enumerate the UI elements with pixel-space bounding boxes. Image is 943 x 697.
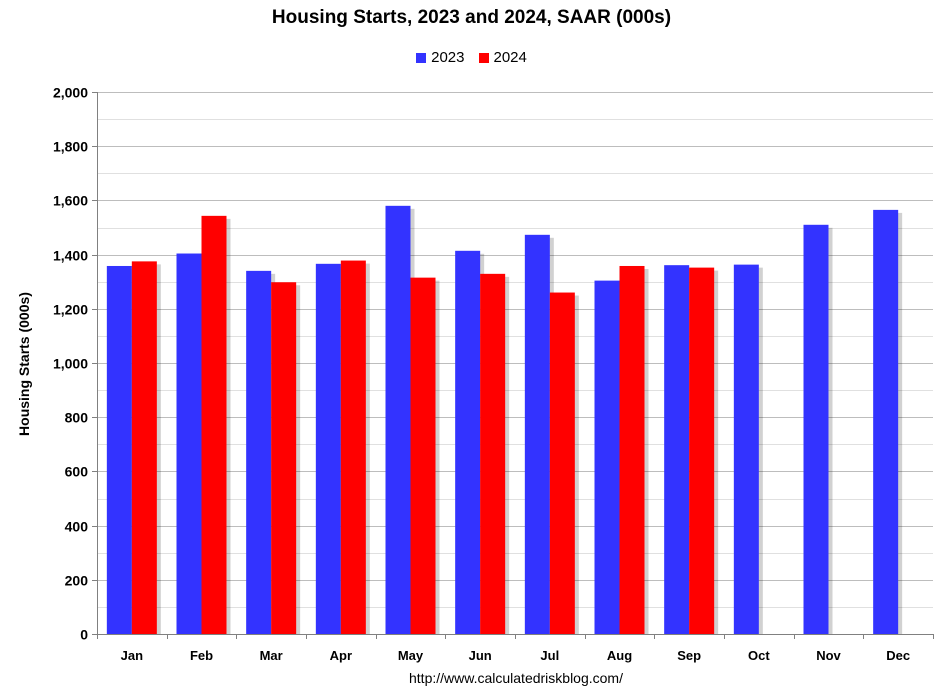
bar-2024-apr [340,260,366,634]
x-tick-label-apr: Apr [330,648,352,663]
y-tick-label: 1,600 [53,193,88,209]
legend-label-2023: 2023 [431,49,465,66]
y-tick-label: 800 [65,410,89,426]
bar-2024-feb [201,215,227,635]
bar-2024-mar [271,282,297,634]
bar-2023-feb [176,253,202,635]
bar-2023-aug [594,280,620,634]
chart-title: Housing Starts, 2023 and 2024, SAAR (000… [271,7,672,28]
x-tick-label-mar: Mar [260,648,283,663]
y-tick-label: 400 [65,519,89,535]
x-tick-label-aug: Aug [607,648,632,663]
x-tick-label-may: May [398,648,424,663]
bar-2024-aug [619,265,645,634]
bar-2023-jan [106,265,132,634]
legend-item-2023: 2023 [416,49,465,66]
bar-2024-sep [689,267,715,634]
bar-2023-jun [455,250,481,634]
y-tick-label: 0 [80,627,88,643]
x-tick-label-jun: Jun [469,648,492,663]
y-tick-label: 200 [65,573,89,589]
bar-2023-nov [803,224,829,635]
legend-swatch-2024 [478,52,489,63]
y-tick-label: 1,800 [53,139,88,155]
bar-2023-may [385,205,411,634]
bar-2023-apr [315,263,341,634]
bar-2023-jul [524,234,550,634]
y-tick-label: 600 [65,464,89,480]
y-tick-label: 1,200 [53,302,88,318]
chart-legend: 2023 2024 [0,49,943,66]
x-tick-label-dec: Dec [886,648,910,663]
legend-swatch-2023 [416,52,427,63]
legend-label-2024: 2024 [493,49,527,66]
y-tick-label: 1,400 [53,248,88,264]
bar-2024-may [410,277,436,634]
source-url: http://www.calculatedriskblog.com/ [409,670,623,686]
x-tick-label-oct: Oct [748,648,770,663]
x-tick-label-nov: Nov [816,648,841,663]
bar-2023-sep [664,265,690,634]
x-tick-label-feb: Feb [190,648,213,663]
bar-2024-jan [131,261,157,634]
bar-2024-jul [549,292,575,634]
x-tick-label-sep: Sep [677,648,701,663]
bar-2023-dec [873,209,899,634]
x-tick-label-jan: Jan [121,648,143,663]
bar-2023-mar [246,270,272,634]
y-tick-label: 1,000 [53,356,88,372]
legend-item-2024: 2024 [478,49,527,66]
x-tick-label-jul: Jul [540,648,559,663]
bar-2023-oct [733,264,759,634]
y-tick-label: 2,000 [53,85,88,101]
bar-2024-jun [480,273,506,634]
